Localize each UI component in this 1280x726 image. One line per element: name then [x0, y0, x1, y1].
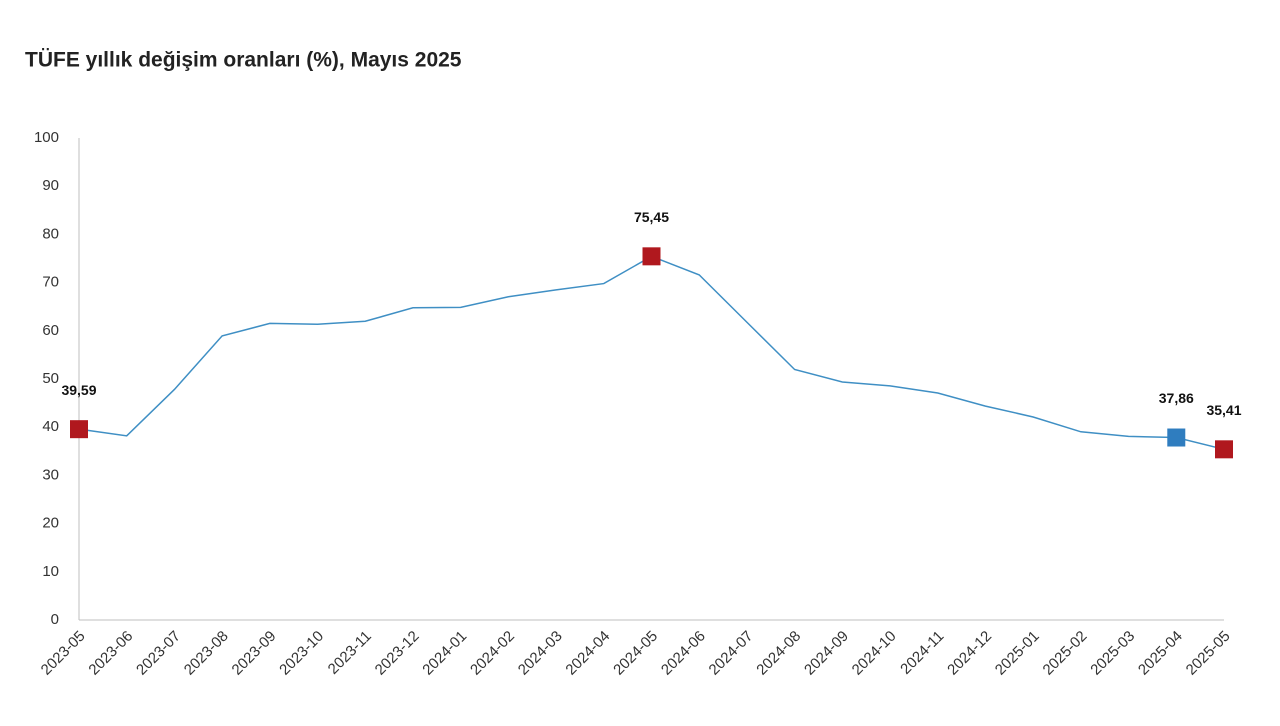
- x-tick-label: 2023-06: [85, 628, 136, 679]
- x-tick-label: 2024-04: [562, 628, 613, 679]
- x-tick-label: 2024-09: [801, 628, 852, 679]
- point-marker: [1215, 440, 1233, 459]
- y-tick-label: 60: [42, 322, 59, 339]
- x-tick-label: 2024-03: [515, 628, 566, 679]
- x-tick-label: 2024-07: [706, 628, 757, 679]
- x-tick-label: 2025-05: [1183, 628, 1234, 679]
- y-tick-label: 50: [42, 370, 59, 387]
- x-tick-label: 2023-10: [276, 628, 327, 679]
- x-tick-label: 2025-04: [1135, 628, 1186, 679]
- x-tick-label: 2023-12: [372, 628, 423, 679]
- point-marker: [1167, 428, 1186, 447]
- y-tick-label: 30: [42, 466, 59, 483]
- x-tick-label: 2023-08: [181, 628, 232, 679]
- data-label: 37,86: [1159, 390, 1194, 406]
- y-tick-label: 80: [42, 225, 59, 242]
- data-label: 75,45: [634, 209, 669, 225]
- x-tick-label: 2023-07: [133, 628, 184, 679]
- data-label: 39,59: [61, 382, 96, 398]
- y-tick-label: 90: [42, 177, 59, 194]
- y-tick-label: 10: [42, 563, 59, 580]
- x-tick-label: 2023-09: [229, 628, 280, 679]
- x-tick-label: 2023-11: [325, 628, 375, 678]
- x-tick-label: 2024-02: [467, 628, 518, 679]
- y-tick-label: 70: [42, 274, 59, 291]
- data-label: 35,41: [1206, 402, 1241, 418]
- x-tick-label: 2024-05: [610, 628, 661, 679]
- x-tick-label: 2024-10: [849, 628, 900, 679]
- x-tick-label: 2025-03: [1087, 628, 1138, 679]
- chart-title: TÜFE yıllık değişim oranları (%), Mayıs …: [25, 49, 462, 72]
- data-line: [78, 255, 1225, 451]
- x-tick-label: 2024-12: [944, 628, 995, 679]
- point-marker: [70, 420, 88, 439]
- y-tick-label: 40: [42, 418, 59, 435]
- x-tick-label: 2025-01: [992, 628, 1043, 679]
- x-tick-label: 2025-02: [1040, 628, 1091, 679]
- y-tick-label: 100: [34, 129, 59, 146]
- x-tick-label: 2024-08: [753, 628, 804, 679]
- x-tick-label: 2024-11: [897, 628, 947, 678]
- y-tick-label: 0: [51, 611, 59, 628]
- point-marker: [642, 247, 661, 266]
- x-tick-label: 2023-05: [38, 628, 89, 679]
- y-tick-label: 20: [42, 515, 59, 532]
- x-tick-label: 2024-06: [658, 628, 709, 679]
- x-tick-label: 2024-01: [419, 628, 470, 679]
